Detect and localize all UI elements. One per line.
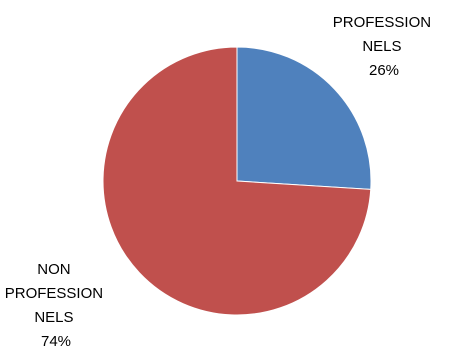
slice-label-line: PROFESSION [5,285,103,302]
pie-slices [103,47,371,315]
slice-label-line: NELS [362,38,401,55]
slice-label-professionnels: PROFESSION NELS 26% [333,14,436,79]
slice-label-non-professionnels: NON PROFESSION NELS 74% [5,261,108,350]
slice-label-line: PROFESSION [333,14,431,31]
slice-label-line: NON [37,261,70,278]
slice-label-line: NELS [34,309,73,326]
slice-value-label: 74% [41,333,71,350]
slice-value-label: 26% [369,62,399,79]
pie-slice-professionnels [237,47,371,189]
